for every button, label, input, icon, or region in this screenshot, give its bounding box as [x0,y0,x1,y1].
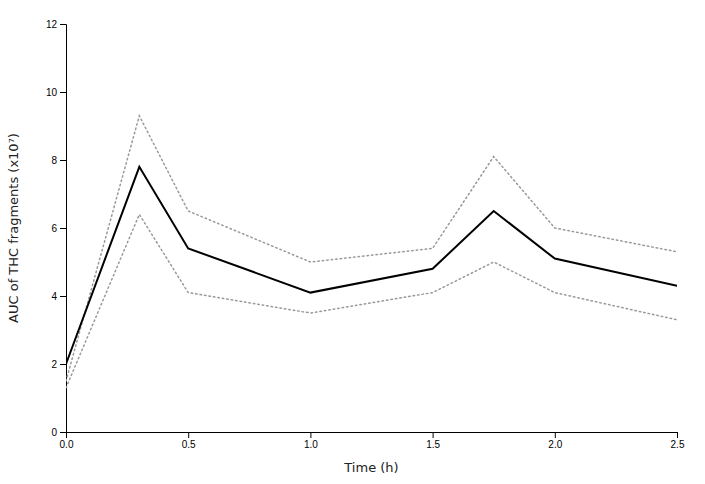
y-tick-mark [60,160,66,161]
x-tick-mark [310,432,311,438]
y-tick: 4 [51,291,66,302]
series-line [66,214,677,387]
x-tick-label: 0.0 [60,439,74,450]
x-axis-title: Time (h) [343,460,398,475]
y-tick-label: 8 [51,155,57,166]
x-axis: 0.0 0.5 1.0 1.5 2.0 2.5 [60,432,685,450]
y-tick: 2 [51,359,66,370]
x-tick-mark [188,432,189,438]
x-tick-label: 1.5 [426,439,440,450]
y-tick-mark [60,364,66,365]
x-tick: 2.0 [548,432,562,450]
y-tick-mark [60,228,66,229]
series-line [66,167,677,364]
y-tick-label: 12 [46,19,58,30]
lines [66,116,677,388]
x-tick: 1.0 [304,432,318,450]
y-tick-mark [60,296,66,297]
y-tick-label: 10 [46,87,58,98]
y-tick: 10 [46,87,66,98]
y-tick: 6 [51,223,66,234]
x-tick-mark [677,432,678,438]
chart: 0.0 0.5 1.0 1.5 2.0 2.5 0 2 4 6 8 10 12 Time (h) AUC o… [0,0,705,484]
plot-area: 0.0 0.5 1.0 1.5 2.0 2.5 0 2 4 6 8 10 12 [46,19,685,450]
x-tick: 0.5 [182,432,196,450]
y-tick: 0 [51,427,66,438]
y-tick-mark [60,432,66,433]
y-tick-label: 2 [51,359,57,370]
y-tick: 12 [46,19,66,30]
y-tick-label: 0 [51,427,57,438]
x-tick-label: 0.5 [182,439,196,450]
x-tick: 1.5 [426,432,440,450]
series-line [66,116,677,381]
y-axis-title: AUC of THC fragments (x10⁷) [6,133,21,323]
y-tick-label: 6 [51,223,57,234]
x-axis-line [67,433,678,439]
x-tick: 0.0 [60,432,74,450]
x-tick-label: 2.0 [548,439,562,450]
x-tick-label: 1.0 [304,439,318,450]
y-tick-label: 4 [51,291,57,302]
x-tick: 2.5 [671,432,685,450]
y-tick-mark [60,24,66,25]
x-tick-mark [433,432,434,438]
x-tick-label: 2.5 [671,439,685,450]
x-tick-mark [555,432,556,438]
y-axis: 0 2 4 6 8 10 12 [46,19,67,438]
y-tick-mark [60,92,66,93]
y-tick: 8 [51,155,66,166]
y-axis-line [60,25,67,433]
